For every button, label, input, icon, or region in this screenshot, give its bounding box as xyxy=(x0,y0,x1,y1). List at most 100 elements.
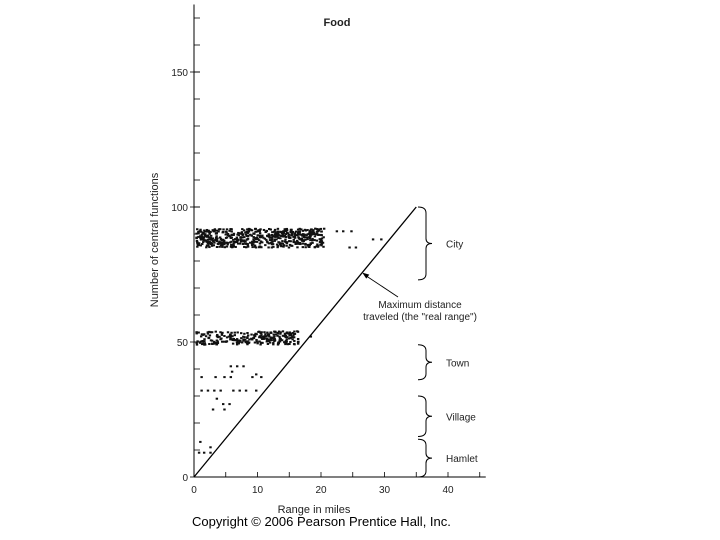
cluster-point-city xyxy=(320,230,323,233)
cluster-point-city xyxy=(316,243,319,246)
cluster-point-city xyxy=(240,239,244,242)
cluster-point-city xyxy=(304,246,307,249)
cluster-point-city xyxy=(274,232,277,235)
cluster-point-city xyxy=(236,233,239,236)
cluster-point-city xyxy=(308,237,312,240)
cluster-point-town xyxy=(293,330,296,333)
cluster-point-city xyxy=(308,232,312,235)
annotation-line: Maximum distance xyxy=(378,300,462,311)
cluster-point-city xyxy=(274,235,277,238)
cluster-point-city xyxy=(277,236,280,239)
cluster-point-town xyxy=(292,336,296,339)
cluster-point-city xyxy=(280,245,283,248)
bracket-label-village: Village xyxy=(446,412,476,423)
cluster-point-town xyxy=(255,340,258,343)
cluster-point-city xyxy=(245,246,248,249)
cluster-point-city xyxy=(219,228,222,231)
cluster-point-city xyxy=(195,237,198,240)
cluster-point-city xyxy=(296,241,300,244)
data-point xyxy=(199,440,202,443)
cluster-point-city xyxy=(266,235,269,238)
cluster-point-city xyxy=(309,242,312,245)
cluster-point-town xyxy=(197,331,200,334)
cluster-point-city xyxy=(300,237,304,240)
cluster-point-town xyxy=(284,340,288,343)
cluster-point-town xyxy=(272,343,275,346)
cluster-point-city xyxy=(232,233,235,236)
outlier-point xyxy=(335,230,339,233)
cluster-point-city xyxy=(252,240,255,243)
cluster-point-city xyxy=(236,242,240,245)
cluster-point-town xyxy=(259,332,262,335)
cluster-point-city xyxy=(302,233,306,236)
cluster-point-city xyxy=(273,238,277,241)
cluster-point-city xyxy=(228,229,231,232)
cluster-point-city xyxy=(200,233,203,236)
cluster-point-city xyxy=(243,245,246,248)
cluster-point-town xyxy=(239,332,243,335)
cluster-point-city xyxy=(322,236,325,239)
cluster-point-town xyxy=(283,341,287,344)
cluster-point-city xyxy=(239,236,242,239)
cluster-point-town xyxy=(253,333,256,336)
cluster-point-town xyxy=(199,335,203,338)
cluster-point-city xyxy=(315,245,318,248)
y-axis-label: Number of central functions xyxy=(149,172,161,307)
cluster-point-city xyxy=(235,241,239,244)
cluster-point-city xyxy=(316,245,320,248)
bracket-town xyxy=(417,344,433,381)
cluster-point-city xyxy=(200,230,203,233)
y-tick-label: 150 xyxy=(171,68,188,79)
cluster-point-city xyxy=(215,245,219,248)
cluster-point-town xyxy=(210,331,214,334)
cluster-point-town xyxy=(273,335,276,338)
cluster-point-city xyxy=(306,229,309,232)
cluster-point-city xyxy=(240,232,243,235)
cluster-point-city xyxy=(246,231,249,234)
cluster-point-town xyxy=(281,330,285,333)
cluster-point-town xyxy=(208,334,212,337)
cluster-point-town xyxy=(195,343,199,346)
cluster-point-town xyxy=(207,337,210,340)
cluster-point-city xyxy=(311,239,314,242)
cluster-point-city xyxy=(195,232,198,235)
annotation-arrow-shaft xyxy=(364,274,399,298)
data-point xyxy=(228,403,231,406)
cluster-point-city xyxy=(229,228,232,231)
cluster-point-city xyxy=(268,239,272,242)
cluster-point-city xyxy=(241,243,245,246)
cluster-point-town xyxy=(231,335,234,338)
cluster-point-town xyxy=(265,335,268,338)
data-point xyxy=(215,397,219,400)
cluster-point-city xyxy=(267,233,270,236)
cluster-point-city xyxy=(246,243,249,246)
cluster-point-town xyxy=(218,335,221,338)
cluster-point-city xyxy=(262,228,266,231)
cluster-point-city xyxy=(225,231,228,234)
cluster-point-city xyxy=(320,233,323,236)
data-point xyxy=(202,451,206,454)
cluster-point-town xyxy=(281,334,285,337)
cluster-point-city xyxy=(197,242,201,245)
cluster-point-town xyxy=(252,337,255,340)
cluster-point-town xyxy=(244,340,247,343)
cluster-point-town xyxy=(229,336,232,339)
cluster-point-city xyxy=(276,244,280,247)
cluster-point-town xyxy=(262,337,266,340)
cluster-point-city xyxy=(230,240,233,243)
cluster-point-city xyxy=(283,229,287,232)
cluster-point-city xyxy=(275,243,279,246)
data-point xyxy=(213,389,216,392)
cluster-point-city xyxy=(224,236,228,239)
cluster-point-city xyxy=(311,237,314,240)
cluster-point-city xyxy=(265,230,268,233)
cluster-point-town xyxy=(214,341,218,344)
cluster-point-city xyxy=(238,232,242,235)
cluster-point-city xyxy=(234,238,237,241)
cluster-point-city xyxy=(271,231,274,234)
cluster-point-town xyxy=(208,342,211,345)
cluster-point-town xyxy=(203,342,206,345)
cluster-point-city xyxy=(230,233,234,236)
cluster-point-city xyxy=(311,230,315,233)
cluster-point-town xyxy=(243,336,246,339)
